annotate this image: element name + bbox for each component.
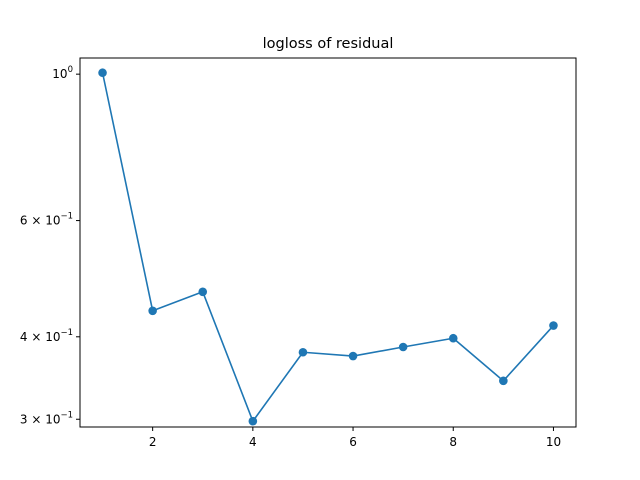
data-point — [98, 68, 107, 78]
y-tick-label: 100 — [52, 65, 73, 81]
x-tick-label: 4 — [249, 435, 257, 449]
data-point — [348, 351, 358, 361]
x-tick-label: 6 — [349, 435, 357, 449]
chart-title: logloss of residual — [263, 36, 394, 52]
axes-layer: 2 4 6 8 10 100 6 × 10−1 4 × 10−1 3 × 10−1 — [20, 57, 577, 449]
data-point — [248, 416, 258, 426]
data-point — [298, 347, 308, 357]
data-point — [148, 306, 157, 316]
data-point — [499, 376, 508, 386]
data-point — [398, 342, 408, 352]
y-tick-label: 6 × 10−1 — [20, 212, 73, 228]
x-tick-label: 10 — [546, 435, 561, 449]
y-tick-label: 4 × 10−1 — [20, 328, 73, 344]
x-tick-label: 8 — [449, 435, 457, 449]
series-layer — [98, 68, 558, 426]
data-point — [448, 333, 458, 343]
data-point — [198, 287, 208, 297]
data-point — [549, 321, 558, 330]
x-tick-label: 2 — [149, 435, 157, 449]
plot-frame — [79, 57, 577, 428]
y-tick-label: 3 × 10−1 — [20, 410, 73, 426]
series-line — [101, 72, 555, 422]
